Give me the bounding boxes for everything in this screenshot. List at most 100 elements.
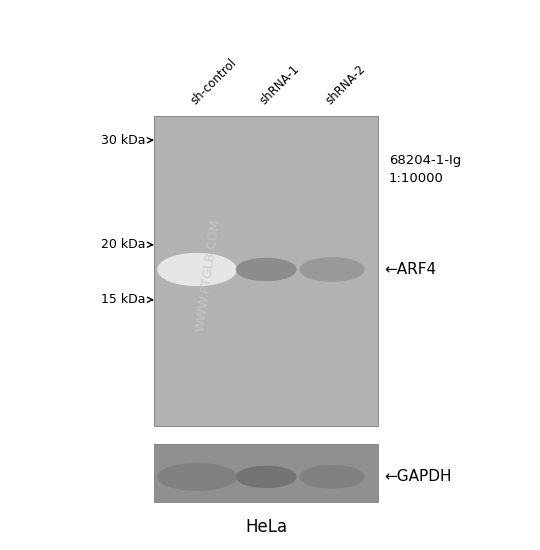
Text: WWW.PTGLB.COM: WWW.PTGLB.COM bbox=[193, 218, 222, 332]
Ellipse shape bbox=[331, 269, 333, 270]
Ellipse shape bbox=[308, 469, 356, 485]
Ellipse shape bbox=[313, 470, 351, 483]
Ellipse shape bbox=[249, 263, 283, 276]
Ellipse shape bbox=[302, 258, 362, 280]
Ellipse shape bbox=[312, 262, 352, 277]
Ellipse shape bbox=[245, 262, 287, 277]
Ellipse shape bbox=[168, 257, 226, 282]
Ellipse shape bbox=[307, 469, 357, 485]
Ellipse shape bbox=[327, 267, 338, 272]
Ellipse shape bbox=[185, 472, 210, 481]
Ellipse shape bbox=[257, 474, 275, 480]
Ellipse shape bbox=[158, 464, 237, 490]
Ellipse shape bbox=[238, 259, 294, 280]
Text: 30 kDa: 30 kDa bbox=[102, 134, 152, 147]
Ellipse shape bbox=[258, 474, 275, 480]
Ellipse shape bbox=[190, 266, 205, 273]
Ellipse shape bbox=[328, 475, 336, 478]
Ellipse shape bbox=[324, 474, 340, 480]
Ellipse shape bbox=[309, 261, 355, 278]
Ellipse shape bbox=[170, 258, 224, 280]
Ellipse shape bbox=[323, 266, 341, 273]
Ellipse shape bbox=[316, 471, 348, 482]
Ellipse shape bbox=[256, 473, 276, 481]
Ellipse shape bbox=[253, 472, 280, 482]
Ellipse shape bbox=[307, 260, 357, 279]
Ellipse shape bbox=[175, 260, 219, 279]
Ellipse shape bbox=[329, 476, 335, 478]
Ellipse shape bbox=[159, 254, 235, 285]
Ellipse shape bbox=[304, 467, 360, 487]
Ellipse shape bbox=[265, 476, 268, 477]
Ellipse shape bbox=[253, 265, 279, 274]
Ellipse shape bbox=[259, 267, 273, 272]
Ellipse shape bbox=[305, 260, 360, 279]
Ellipse shape bbox=[177, 261, 217, 278]
Ellipse shape bbox=[300, 258, 364, 281]
Ellipse shape bbox=[175, 469, 219, 485]
Ellipse shape bbox=[310, 262, 354, 277]
Ellipse shape bbox=[250, 471, 282, 482]
Ellipse shape bbox=[160, 464, 234, 490]
Ellipse shape bbox=[310, 469, 354, 485]
Ellipse shape bbox=[323, 474, 341, 480]
Ellipse shape bbox=[172, 469, 222, 485]
Ellipse shape bbox=[165, 466, 230, 488]
Ellipse shape bbox=[247, 470, 285, 483]
Ellipse shape bbox=[244, 261, 288, 278]
Ellipse shape bbox=[264, 268, 269, 271]
Ellipse shape bbox=[170, 468, 224, 486]
Ellipse shape bbox=[315, 263, 349, 276]
Ellipse shape bbox=[318, 472, 347, 482]
Ellipse shape bbox=[245, 469, 287, 485]
Bar bbox=[154, 116, 378, 426]
Ellipse shape bbox=[167, 257, 227, 282]
Bar bbox=[154, 444, 378, 502]
Ellipse shape bbox=[260, 475, 272, 479]
Ellipse shape bbox=[168, 467, 226, 487]
Ellipse shape bbox=[248, 263, 284, 276]
Ellipse shape bbox=[306, 468, 359, 486]
Ellipse shape bbox=[240, 468, 293, 486]
Ellipse shape bbox=[301, 258, 363, 280]
Ellipse shape bbox=[311, 262, 353, 277]
Ellipse shape bbox=[160, 255, 234, 284]
Ellipse shape bbox=[304, 259, 360, 280]
Ellipse shape bbox=[193, 268, 201, 271]
Ellipse shape bbox=[314, 263, 350, 276]
Ellipse shape bbox=[327, 475, 338, 478]
Ellipse shape bbox=[195, 268, 199, 271]
Ellipse shape bbox=[159, 464, 235, 490]
Ellipse shape bbox=[244, 469, 289, 485]
Ellipse shape bbox=[176, 261, 218, 278]
Ellipse shape bbox=[237, 258, 296, 280]
Ellipse shape bbox=[259, 267, 274, 272]
Ellipse shape bbox=[251, 264, 281, 275]
Ellipse shape bbox=[246, 262, 287, 277]
Ellipse shape bbox=[188, 474, 206, 480]
Ellipse shape bbox=[321, 473, 343, 481]
Ellipse shape bbox=[163, 255, 232, 284]
Ellipse shape bbox=[241, 260, 291, 279]
Ellipse shape bbox=[247, 262, 285, 277]
Ellipse shape bbox=[328, 268, 336, 271]
Ellipse shape bbox=[300, 466, 364, 488]
Ellipse shape bbox=[258, 266, 275, 273]
Ellipse shape bbox=[301, 466, 363, 487]
Ellipse shape bbox=[260, 267, 272, 272]
Ellipse shape bbox=[251, 471, 281, 482]
Ellipse shape bbox=[186, 265, 208, 274]
Ellipse shape bbox=[179, 262, 215, 277]
Ellipse shape bbox=[307, 261, 357, 278]
Ellipse shape bbox=[303, 467, 361, 487]
Ellipse shape bbox=[249, 471, 283, 483]
Ellipse shape bbox=[330, 269, 334, 270]
Ellipse shape bbox=[247, 262, 286, 277]
Ellipse shape bbox=[195, 476, 199, 477]
Ellipse shape bbox=[316, 263, 348, 276]
Ellipse shape bbox=[247, 470, 286, 483]
Ellipse shape bbox=[184, 264, 211, 275]
Ellipse shape bbox=[244, 261, 289, 278]
Ellipse shape bbox=[237, 466, 296, 487]
Ellipse shape bbox=[164, 256, 231, 283]
